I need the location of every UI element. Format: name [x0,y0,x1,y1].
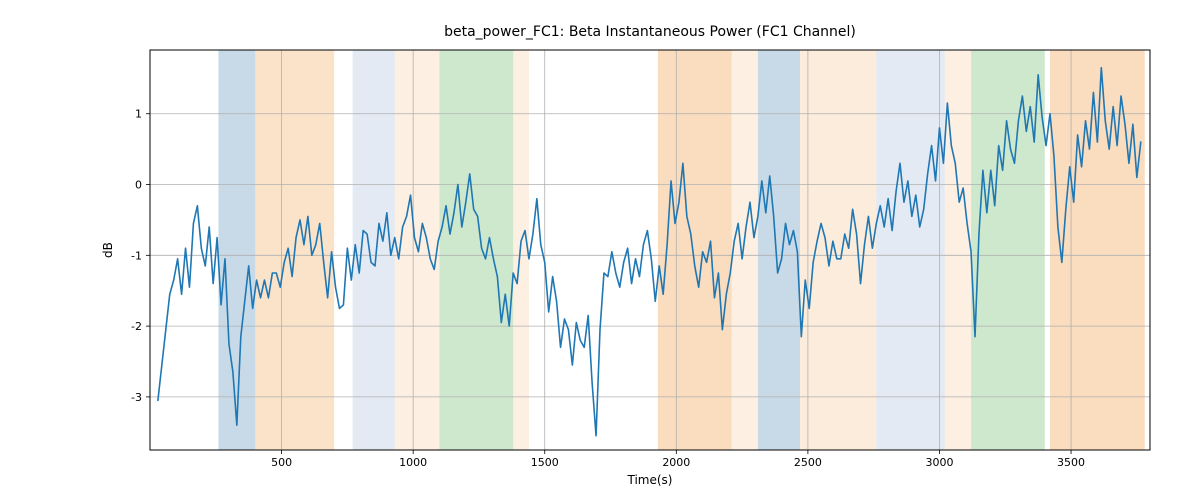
band-0 [218,50,255,450]
y-tick-label: 1 [135,108,142,121]
x-axis-label: Time(s) [627,473,673,487]
x-tick-label: 500 [271,456,292,469]
band-9 [800,50,876,450]
x-tick-label: 1500 [531,456,559,469]
chart-title: beta_power_FC1: Beta Instantaneous Power… [444,24,856,40]
x-tick-label: 2000 [662,456,690,469]
y-tick-label: 0 [135,179,142,192]
y-tick-label: -2 [131,320,142,333]
line-chart: 500 1000 1500 2000 2500 3000 3500 -3 -2 -1 0 1 Time(… [0,0,1200,500]
x-tick-label: 2500 [794,456,822,469]
background-bands [218,50,1144,450]
x-tick-label: 3000 [925,456,953,469]
band-13 [1050,50,1145,450]
y-tick-label: -1 [131,249,142,262]
y-axis-label: dB [101,242,115,258]
band-8 [758,50,800,450]
band-4 [439,50,513,450]
band-7 [732,50,758,450]
x-tick-label: 1000 [399,456,427,469]
band-2 [353,50,395,450]
band-12 [971,50,1045,450]
chart-container: 500 1000 1500 2000 2500 3000 3500 -3 -2 -1 0 1 Time(… [0,0,1200,500]
band-6 [658,50,732,450]
band-5 [513,50,529,450]
x-tick-label: 3500 [1057,456,1085,469]
y-tick-label: -3 [131,391,142,404]
band-10 [876,50,944,450]
